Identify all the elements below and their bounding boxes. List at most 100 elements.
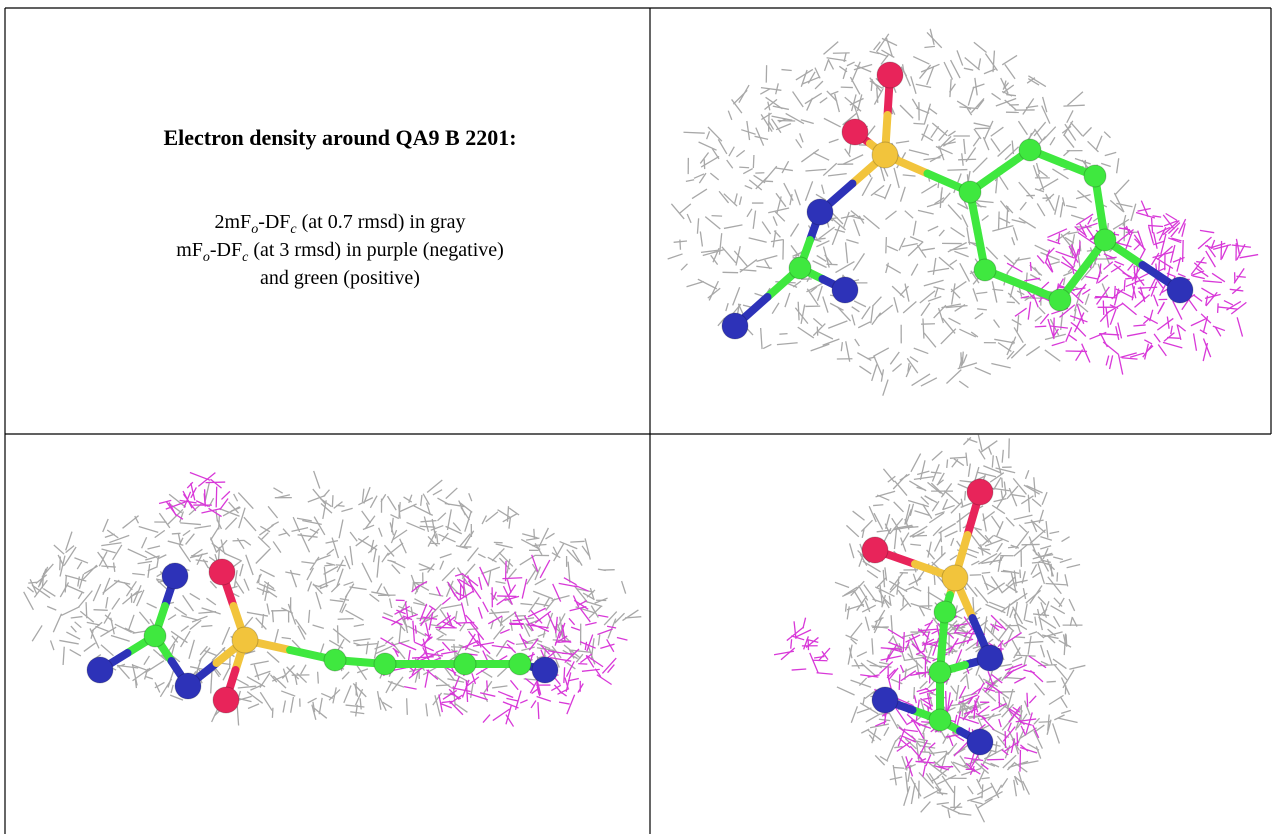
mesh-line [258, 537, 270, 548]
mesh-line [885, 211, 896, 220]
mesh-line [139, 526, 159, 532]
mesh-line [920, 681, 928, 688]
mesh-line [994, 320, 1000, 328]
mesh-line [478, 554, 485, 558]
atom [144, 625, 166, 647]
mesh-line [338, 619, 354, 620]
mesh-line [24, 592, 34, 610]
mesh-line [719, 233, 721, 255]
mesh-line [978, 435, 982, 451]
atom [967, 729, 993, 755]
atom [87, 657, 113, 683]
mesh-line [1024, 642, 1043, 643]
mesh-line [78, 592, 82, 599]
mesh-line [1040, 546, 1051, 549]
mesh-line [555, 678, 561, 685]
mesh-line [736, 246, 740, 265]
mesh-line [1167, 338, 1180, 339]
mesh-line [467, 629, 478, 630]
mesh-line [1154, 295, 1158, 307]
mesh-line [538, 702, 539, 719]
mesh-line [447, 509, 451, 530]
mesh-line [267, 604, 269, 615]
mesh-line [533, 591, 553, 599]
mesh-line [1201, 288, 1215, 296]
mesh-line [947, 170, 967, 171]
mesh-line [982, 575, 988, 590]
atom [807, 199, 833, 225]
atom [175, 673, 201, 699]
mesh-line [439, 694, 442, 712]
mesh-line [246, 555, 253, 575]
mesh-line [488, 571, 491, 587]
mesh-line [999, 212, 1000, 231]
mesh-line [1067, 92, 1083, 106]
caption-text: mF [176, 239, 203, 261]
mesh-line [900, 187, 905, 202]
mesh-line [893, 767, 904, 768]
mesh-line [1114, 264, 1130, 277]
mesh-line [761, 88, 781, 91]
mesh-line [937, 803, 949, 805]
mesh-line [297, 535, 317, 537]
mesh-line [431, 526, 444, 531]
mesh-line [974, 42, 987, 52]
atom [509, 653, 531, 675]
mesh-line [71, 626, 76, 632]
mesh-line [811, 344, 830, 351]
mesh-line [933, 258, 935, 275]
mesh-line [1024, 485, 1040, 494]
mesh-line [932, 501, 939, 511]
mesh-line [189, 640, 194, 659]
mesh-line [965, 491, 966, 500]
mesh-line [524, 624, 530, 637]
mesh-line [914, 477, 934, 480]
mesh-line [331, 584, 340, 592]
mesh-line [850, 543, 854, 558]
mesh-line [871, 79, 872, 91]
mesh-line [1057, 572, 1058, 581]
mesh-line [211, 672, 212, 694]
mesh-line [597, 675, 612, 685]
mesh-line [1105, 152, 1116, 155]
mesh-line [1152, 216, 1161, 217]
mesh-line [912, 374, 930, 386]
mesh-line [814, 657, 824, 659]
mesh-line [540, 560, 550, 578]
mesh-line [1012, 237, 1015, 245]
mesh-line [569, 618, 575, 625]
mesh-line [1079, 241, 1080, 254]
mesh-line [51, 640, 54, 650]
mesh-line [727, 160, 733, 168]
mesh-line [991, 138, 1000, 151]
mesh-line [27, 587, 33, 592]
mesh-line [885, 184, 891, 199]
atom [942, 565, 968, 591]
mesh-line [904, 587, 914, 591]
mesh-line [813, 153, 829, 161]
mesh-line [793, 91, 804, 106]
mesh-line [692, 189, 707, 199]
mesh-line [967, 549, 979, 553]
mesh-line [740, 197, 742, 205]
mesh-line [480, 693, 495, 697]
mesh-line [1017, 732, 1018, 746]
mesh-line [1110, 309, 1116, 325]
mesh-line [886, 514, 890, 529]
mesh-line [256, 618, 267, 630]
mesh-line [1125, 278, 1136, 279]
atom [1167, 277, 1193, 303]
mesh-line [1134, 244, 1140, 250]
mesh-line [992, 729, 1009, 738]
mesh-line [754, 175, 765, 182]
mesh-line [815, 81, 823, 89]
mesh-line [1230, 289, 1244, 291]
mesh-line [440, 554, 452, 558]
mesh-line [988, 446, 991, 454]
mesh-line [283, 529, 290, 537]
mesh-line [363, 525, 374, 529]
mesh-line [944, 62, 952, 79]
mesh-line [887, 740, 896, 760]
figure: Electron density around QA9 B 2201: 2mFo… [0, 0, 1276, 834]
mesh-line [70, 650, 81, 656]
